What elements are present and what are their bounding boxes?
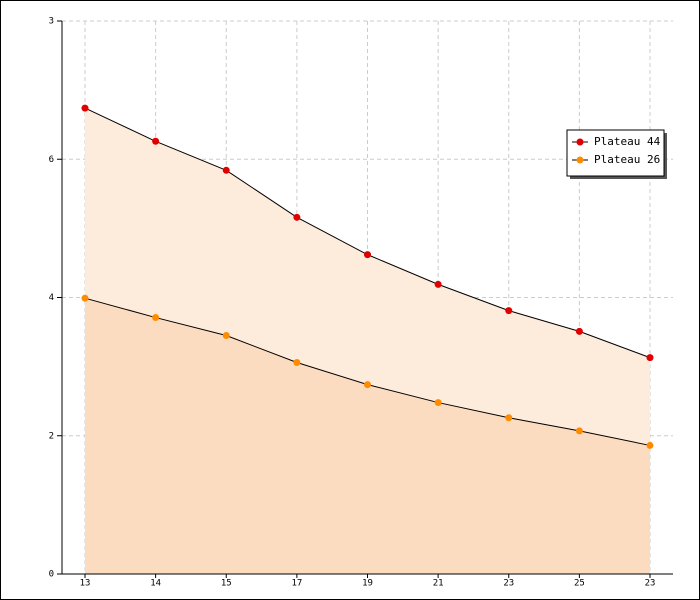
marker (575, 327, 583, 335)
x-tick-label: 14 (150, 579, 161, 589)
marker (364, 251, 371, 259)
x-tick-label: 23 (645, 579, 656, 589)
marker (81, 104, 89, 112)
x-tick-label: 23 (503, 579, 514, 589)
legend-label: Plateau 26 (594, 153, 660, 166)
marker (575, 427, 583, 435)
legend: Plateau 44 Plateau 26 (566, 129, 665, 177)
marker (505, 414, 513, 422)
x-tick-label: 19 (362, 579, 373, 589)
marker (364, 381, 371, 389)
marker (505, 307, 513, 315)
marker (434, 280, 442, 288)
marker (434, 399, 442, 407)
legend-marker (576, 156, 584, 164)
y-tick-label: 0 (49, 570, 54, 580)
marker (152, 137, 160, 145)
x-tick-label: 25 (574, 579, 585, 589)
marker (293, 213, 301, 221)
legend-marker (576, 138, 584, 146)
legend-label: Plateau 44 (594, 135, 661, 148)
marker (293, 358, 301, 366)
area (85, 298, 650, 574)
legend-box (566, 129, 665, 177)
x-tick-label: 15 (221, 579, 232, 589)
y-tick-label: 3 (49, 17, 54, 27)
marker (646, 441, 654, 449)
y-tick-label: 6 (49, 155, 54, 165)
x-tick-label: 13 (80, 579, 91, 589)
marker (222, 166, 230, 174)
marker (81, 294, 89, 302)
x-tick-label: 17 (291, 579, 302, 589)
y-tick-label: 2 (49, 431, 54, 441)
marker (152, 314, 160, 322)
y-tick-label: 4 (49, 293, 54, 303)
marker (646, 354, 654, 362)
marker (222, 332, 230, 340)
x-tick-label: 21 (433, 579, 444, 589)
